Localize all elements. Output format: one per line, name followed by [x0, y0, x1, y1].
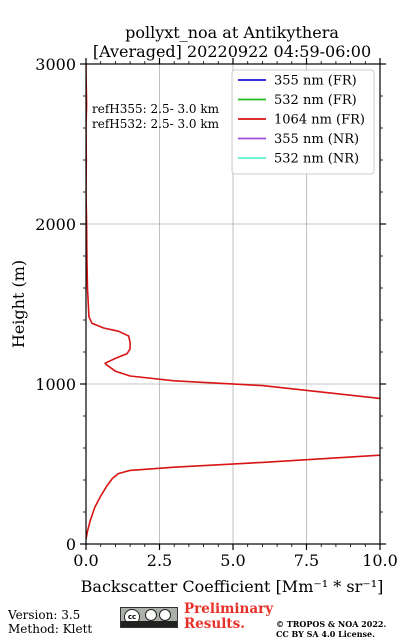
copyright-line2: CC BY SA 4.0 License. — [276, 629, 375, 639]
sa-icon — [159, 609, 171, 621]
y-tick-label: 1000 — [35, 375, 76, 394]
y-tick-label: 0 — [66, 535, 76, 554]
x-tick-label: 7.5 — [294, 551, 319, 570]
x-tick-label: 2.5 — [147, 551, 172, 570]
legend-label: 355 nm (FR) — [274, 74, 357, 89]
method-text: Method: Klett — [8, 622, 93, 636]
preliminary-line1: Preliminary — [184, 601, 274, 617]
preliminary-line2: Results. — [184, 616, 245, 632]
cc-license-badge: cc — [120, 607, 178, 628]
legend-label: 532 nm (NR) — [274, 152, 359, 167]
y-tick-label: 2000 — [35, 215, 76, 234]
y-axis-label: Height (m) — [9, 260, 28, 348]
legend-label: 1064 nm (FR) — [274, 113, 365, 128]
legend: 355 nm (FR) 532 nm (FR) 1064 nm (FR) 355 nm… — [231, 69, 375, 175]
y-tick-label: 3000 — [35, 55, 76, 74]
chart-title-line1: pollyxt_noa at Antikythera — [125, 23, 339, 42]
ref-height-532: refH532: 2.5- 3.0 km — [92, 117, 220, 131]
ref-height-355: refH355: 2.5- 3.0 km — [92, 102, 220, 116]
x-tick-label: 10.0 — [362, 551, 398, 570]
license-text: © TROPOS & NOA 2022. CC BY SA 4.0 Licens… — [276, 619, 386, 639]
chart-title-line2: [Averaged] 20220922 04:59-06:00 — [93, 42, 371, 61]
legend-label: 355 nm (NR) — [274, 132, 359, 147]
axis-ticks — [80, 58, 386, 550]
legend-label: 532 nm (FR) — [274, 93, 357, 108]
version-text: Version: 3.5 — [8, 608, 81, 622]
copyright-line1: © TROPOS & NOA 2022. — [276, 619, 387, 629]
x-axis-label: Backscatter Coefficient [Mm⁻¹ * sr⁻¹] — [81, 577, 384, 596]
x-tick-label: 0.0 — [73, 551, 98, 570]
tick-labels: 0.0 2.5 5.0 7.5 10.0 0 1000 2000 3000 — [35, 55, 398, 570]
legend-box — [231, 69, 375, 175]
preliminary-results-label: Preliminary Results. — [184, 602, 273, 632]
x-tick-label: 5.0 — [220, 551, 245, 570]
by-icon — [145, 609, 157, 621]
